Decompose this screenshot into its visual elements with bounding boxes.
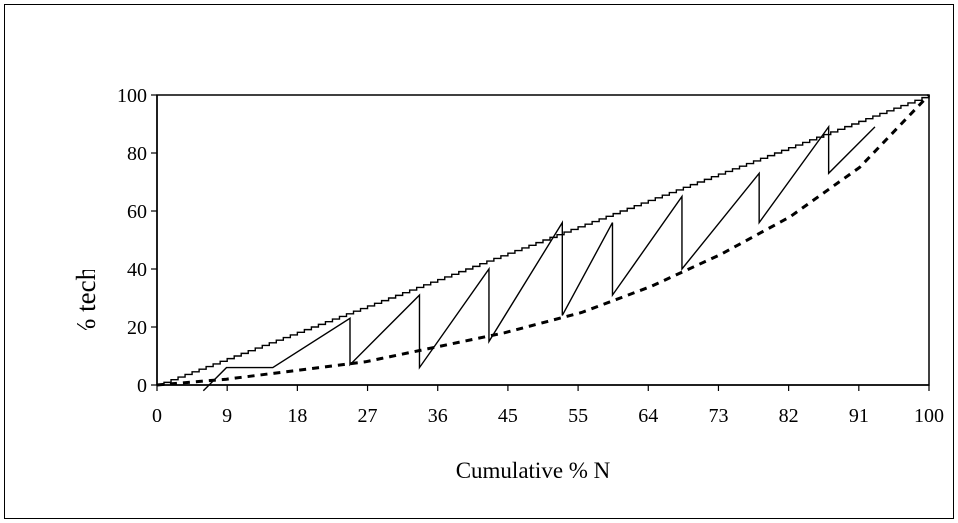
x-tick-label: 0 — [152, 405, 162, 427]
x-axis-title: Cumulative % N — [456, 458, 611, 483]
y-tick-label: 100 — [117, 85, 147, 107]
y-tick-label: 40 — [127, 259, 147, 281]
y-tick-label: 60 — [127, 201, 147, 223]
x-tick-label: 91 — [849, 405, 869, 427]
series-line-dashed — [156, 93, 931, 387]
x-tick-label: 27 — [358, 405, 378, 427]
x-tick-label: 55 — [568, 405, 588, 427]
x-tick-label: 36 — [428, 405, 448, 427]
series-line-step — [157, 95, 930, 386]
x-tick-label: 73 — [708, 405, 728, 427]
x-tick-label: 64 — [638, 405, 658, 427]
series-line-sawtooth — [202, 124, 876, 392]
x-tick-label: 100 — [914, 405, 944, 427]
x-tick-label: 18 — [287, 405, 307, 427]
y-axis-title: Cumulative % technology access — [71, 116, 101, 474]
x-tick-label: 9 — [222, 405, 232, 427]
y-tick-label: 20 — [127, 317, 147, 339]
x-tick-label: 82 — [779, 405, 799, 427]
x-tick-label: 45 — [498, 405, 518, 427]
y-tick-label: 80 — [127, 143, 147, 165]
y-tick-label: 0 — [137, 375, 147, 397]
